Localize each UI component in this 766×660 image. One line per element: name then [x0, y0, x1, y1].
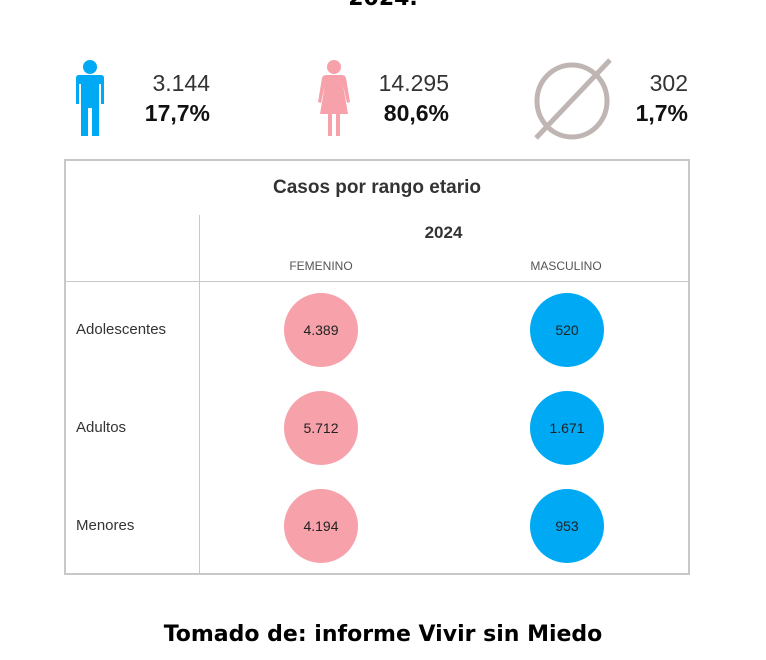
column-header-masculino: MASCULINO	[530, 259, 602, 273]
page-title: 2024.	[0, 0, 766, 11]
cases-by-age-table: Casos por rango etario 2024 FEMENINO MAS…	[64, 159, 690, 575]
bubble-femenino-menores: 4.194	[284, 489, 358, 563]
header-divider	[66, 281, 688, 282]
column-divider	[199, 215, 200, 573]
row-label-menores: Menores	[76, 517, 135, 534]
source-caption: Tomado de: informe Vivir sin Miedo	[163, 622, 603, 647]
bubble-masculino-adultos: 1.671	[530, 391, 604, 465]
kpi-female: 14.295 80,6%	[314, 58, 449, 140]
null-icon	[534, 58, 612, 140]
kpi-male-count: 3.144	[152, 70, 210, 96]
kpi-female-percent: 80,6%	[383, 100, 449, 126]
row-label-adolescentes: Adolescentes	[76, 321, 167, 338]
kpi-male-percent: 17,7%	[144, 100, 210, 126]
bubble-femenino-adultos: 5.712	[284, 391, 358, 465]
male-icon	[76, 60, 104, 136]
female-icon	[318, 60, 350, 136]
table-title: Casos por rango etario	[273, 177, 481, 198]
bubble-femenino-adolescentes: 4.389	[284, 293, 358, 367]
kpi-unknown: 302 1,7%	[532, 58, 688, 140]
bubble-masculino-menores: 953	[530, 489, 604, 563]
kpi-male: 3.144 17,7%	[70, 58, 210, 140]
kpi-female-count: 14.295	[378, 70, 449, 96]
column-header-femenino: FEMENINO	[289, 259, 353, 273]
year-header: 2024	[424, 223, 463, 242]
kpi-unknown-percent: 1,7%	[635, 100, 688, 126]
bubble-masculino-adolescentes: 520	[530, 293, 604, 367]
kpi-unknown-count: 302	[649, 70, 688, 96]
row-label-adultos: Adultos	[76, 419, 127, 436]
